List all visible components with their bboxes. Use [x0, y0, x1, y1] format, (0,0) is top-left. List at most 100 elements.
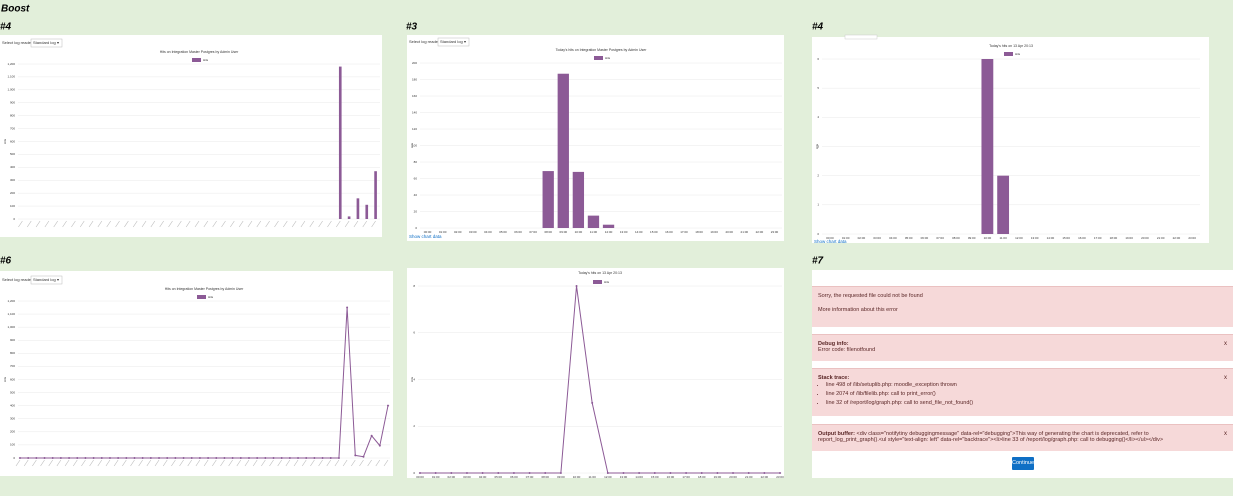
x-tick-label: 05:00: [495, 475, 503, 479]
x-tick: [203, 220, 209, 228]
point: [27, 457, 30, 459]
x-tick-label: 01:00: [432, 475, 440, 479]
x-tick: [179, 459, 184, 467]
point: [207, 457, 210, 459]
close[interactable]: x: [1224, 431, 1227, 437]
y-tick-label: 700: [10, 126, 15, 130]
log-reader-select[interactable]: [437, 37, 470, 47]
bar: [356, 198, 360, 219]
point: [638, 472, 641, 474]
close[interactable]: x: [1224, 375, 1227, 381]
show-chart-data[interactable]: Show chart data: [409, 234, 442, 239]
y-tick-label: 400: [10, 165, 15, 169]
log-reader-select[interactable]: [30, 38, 63, 48]
legend-swatch: [594, 56, 603, 60]
output-text: <div class="notifytiny debuggingmessage"…: [818, 431, 1164, 443]
point: [125, 457, 128, 459]
point: [321, 457, 324, 459]
more-info[interactable]: More information about this error: [818, 307, 898, 313]
x-tick-label: 03:00: [463, 475, 471, 479]
point: [59, 457, 62, 459]
y-axis-label: Hits: [815, 143, 819, 149]
x-tick-label: 05:00: [499, 230, 507, 234]
bar: [542, 171, 554, 228]
stack-box: x Stack trace: line 498 of /lib/setuplib…: [812, 368, 1233, 416]
x-tick: [301, 459, 307, 467]
x-tick: [318, 459, 323, 467]
y-tick-label: 0: [413, 471, 415, 475]
y-tick-label: 160: [412, 94, 417, 98]
x-tick-label: 10:00: [575, 230, 583, 234]
x-tick-label: 13:00: [620, 230, 628, 234]
y-tick-label: 0: [817, 232, 819, 236]
continue-button[interactable]: Continue: [1012, 457, 1034, 470]
stack-item: line 498 of /lib/setuplib.php: moodle_ex…: [826, 382, 1227, 388]
x-tick: [62, 220, 67, 228]
debug-text: Error code: filenotfound: [818, 347, 876, 353]
x-tick-label: 22:00: [761, 475, 769, 479]
point: [716, 472, 719, 474]
log-reader-select[interactable]: [30, 275, 63, 285]
y-tick-label: 100: [10, 204, 15, 208]
x-tick: [326, 459, 332, 467]
x-tick: [130, 459, 135, 467]
x-tick-label: 04:00: [479, 475, 487, 479]
x-tick: [383, 459, 389, 467]
y-tick-label: 800: [10, 113, 15, 117]
log-reader-value: Standard log: [33, 277, 56, 282]
y-tick-label: 4: [413, 377, 415, 381]
y-tick-label: 2: [413, 424, 415, 428]
show-chart-data[interactable]: Show chart data: [814, 239, 847, 244]
x-tick: [265, 220, 270, 228]
x-tick-label: 15:00: [651, 475, 659, 479]
x-tick-label: 08:00: [544, 230, 552, 234]
point: [215, 457, 218, 459]
x-tick: [236, 459, 242, 467]
y-tick-label: 0: [415, 226, 417, 230]
point: [264, 457, 267, 459]
x-tick: [32, 459, 37, 467]
point: [362, 455, 365, 458]
point: [747, 472, 750, 474]
x-tick: [277, 459, 282, 467]
y-tick-label: 1: [817, 203, 819, 207]
x-tick: [53, 220, 58, 228]
legend-label: Hits: [604, 280, 610, 284]
stack-item: line 32 of /report/log/graph.php: call t…: [826, 400, 1227, 406]
close[interactable]: x: [1224, 341, 1227, 347]
point: [465, 472, 468, 474]
dropdown-icon: [57, 279, 59, 281]
y-tick-label: 200: [412, 61, 417, 65]
y-tick-label: 700: [10, 364, 15, 368]
y-tick-label: 500: [10, 152, 15, 156]
x-tick: [252, 459, 258, 467]
point: [198, 457, 201, 459]
x-tick: [115, 220, 120, 228]
bar: [557, 73, 569, 228]
control-box: [844, 34, 878, 40]
x-tick: [72, 459, 78, 467]
x-tick-label: 17:00: [682, 475, 690, 479]
point: [528, 472, 531, 474]
y-axis-label: Hits: [3, 376, 7, 382]
point: [231, 457, 234, 459]
y-tick-label: 0: [13, 456, 15, 460]
legend-swatch: [192, 58, 201, 62]
x-tick-label: 08:00: [541, 475, 549, 479]
stack-title: Stack trace:: [818, 375, 850, 381]
x-tick-label: 05:00: [905, 236, 913, 240]
point: [166, 457, 169, 459]
point: [497, 472, 500, 474]
y-axis-label: Hits: [410, 376, 414, 382]
x-tick: [256, 220, 262, 228]
chart-panel: [0, 271, 393, 476]
x-tick-label: 03:00: [873, 236, 881, 240]
x-tick-label: 09:00: [968, 236, 976, 240]
x-tick-label: 06:00: [921, 236, 929, 240]
point: [149, 457, 152, 459]
bar: [997, 175, 1010, 234]
log-reader-value: Standard log: [33, 40, 56, 45]
x-tick-label: 16:00: [665, 230, 673, 234]
point: [387, 404, 389, 407]
x-tick: [18, 220, 23, 228]
